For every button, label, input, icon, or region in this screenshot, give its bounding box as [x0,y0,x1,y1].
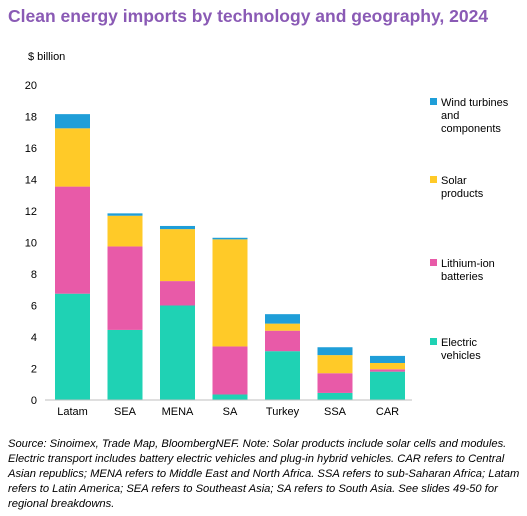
bar-segment [370,355,405,363]
bar-segment [212,394,248,400]
y-tick-label: 8 [31,269,37,281]
y-tick-label: 10 [25,238,37,250]
chart-title: Clean energy imports by technology and g… [8,6,489,26]
bar-segment [212,346,248,395]
bar-segment [265,330,300,352]
legend-label: products [441,188,484,200]
legend-label: and [441,110,459,122]
bar-segment [107,215,143,247]
bars [55,114,405,400]
legend-swatch [430,176,437,183]
y-axis: 0 2 4 6 8 10 12 14 16 18 20 [25,80,37,407]
bar-segment [160,305,195,400]
y-tick-label: 12 [25,206,37,218]
bar-segment [55,186,90,294]
bar-segment [160,229,195,282]
bar-segment [317,392,353,400]
bar-segment [160,225,195,230]
bar-segment [317,373,353,393]
y-tick-label: 16 [25,143,37,155]
y-tick-label: 14 [25,175,37,187]
y-tick-label: 4 [31,332,37,344]
bar-segment [107,329,143,400]
legend-label: Lithium-ion [441,258,495,270]
stacked-bar-chart: 0 2 4 6 8 10 12 14 16 18 20 Latam SEA MENA SA Turkey SS… [25,80,509,418]
legend-swatch [430,259,437,266]
x-axis: Latam SEA MENA SA Turkey SSA CAR [57,406,399,418]
y-tick-label: 0 [31,395,37,407]
bar-segment [265,351,300,400]
legend-label: Solar [441,175,467,187]
x-category-label: SEA [114,406,137,418]
bar-segment [55,114,90,129]
bar-segment [265,314,300,324]
legend-label: vehicles [441,350,481,362]
bar-segment [370,371,405,400]
x-category-label: CAR [376,406,399,418]
bar-segment [107,246,143,330]
bar-segment [265,323,300,331]
bar-segment [317,355,353,374]
legend-label: Electric [441,337,478,349]
x-category-label: SSA [324,406,347,418]
legend-label: components [441,123,501,135]
y-axis-unit-label: $ billion [28,51,66,63]
x-category-label: Latam [57,406,88,418]
bar-segment [55,128,90,187]
bar-segment [212,237,248,240]
y-tick-label: 20 [25,80,37,92]
bar-segment [317,347,353,356]
legend-label: Wind turbines [441,97,509,109]
bar-segment [370,369,405,372]
legend-label: batteries [441,271,484,283]
bar-segment [370,362,405,370]
source-note: Source: Sinoimex, Trade Map, BloombergNE… [8,438,520,510]
legend-swatch [430,338,437,345]
x-category-label: MENA [162,406,194,418]
y-tick-label: 18 [25,112,37,124]
bar-segment [212,239,248,347]
x-category-label: SA [223,406,238,418]
bar-segment [160,281,195,306]
bar-segment [107,213,143,216]
y-tick-label: 2 [31,364,37,376]
legend-swatch [430,98,437,105]
x-category-label: Turkey [266,406,300,418]
bar-segment [55,293,90,400]
y-tick-label: 6 [31,301,37,313]
